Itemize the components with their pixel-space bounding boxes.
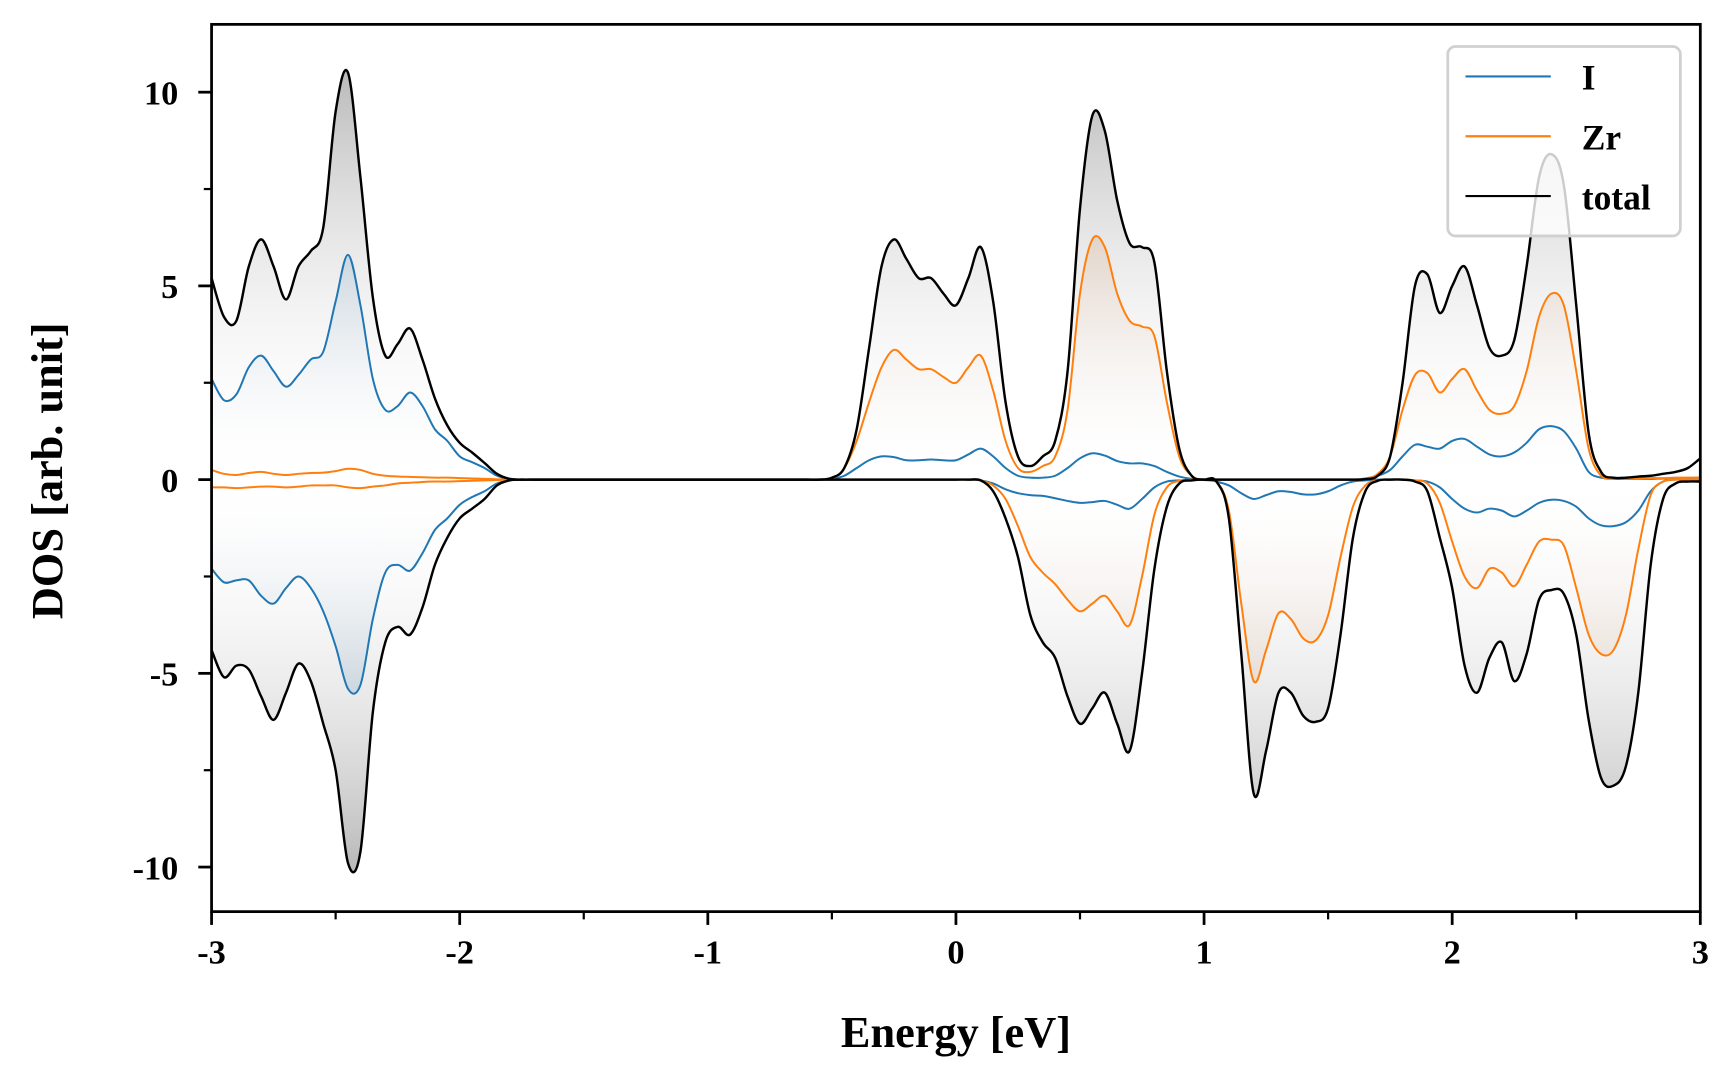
x-tick-label: 0 — [947, 934, 964, 972]
legend-label-zr: Zr — [1582, 118, 1621, 158]
line-total-down — [210, 476, 1701, 874]
x-tick-label: 2 — [1444, 934, 1461, 972]
x-tick-label: -3 — [197, 934, 226, 972]
line-i-up — [210, 253, 1701, 481]
x-tick-label: -2 — [445, 934, 474, 972]
fill-zr-down — [211, 478, 1701, 683]
x-axis-label: Energy [eV] — [841, 1008, 1071, 1057]
y-tick-label: -5 — [150, 656, 179, 694]
line-total-up — [210, 69, 1702, 482]
fill-layer — [211, 70, 1701, 873]
y-tick-label: 10 — [144, 74, 178, 112]
y-tick-label: 0 — [161, 462, 178, 500]
legend-label-i: I — [1582, 58, 1596, 98]
x-tick-label: -1 — [694, 934, 723, 972]
y-tick-label: -10 — [133, 849, 179, 887]
legend-label-total: total — [1582, 177, 1651, 217]
y-tick-label: 5 — [161, 268, 178, 306]
legend: I Zr total — [1446, 45, 1682, 238]
y-axis-label: DOS [arb. unit] — [23, 322, 72, 619]
line-layer — [210, 69, 1702, 874]
x-tick-label: 3 — [1692, 934, 1709, 972]
legend-box — [1446, 45, 1682, 238]
line-zr-up — [211, 235, 1701, 481]
x-tick-label: 1 — [1195, 934, 1212, 972]
fill-zr-up — [211, 235, 1701, 480]
fill-i-down — [211, 479, 1701, 694]
